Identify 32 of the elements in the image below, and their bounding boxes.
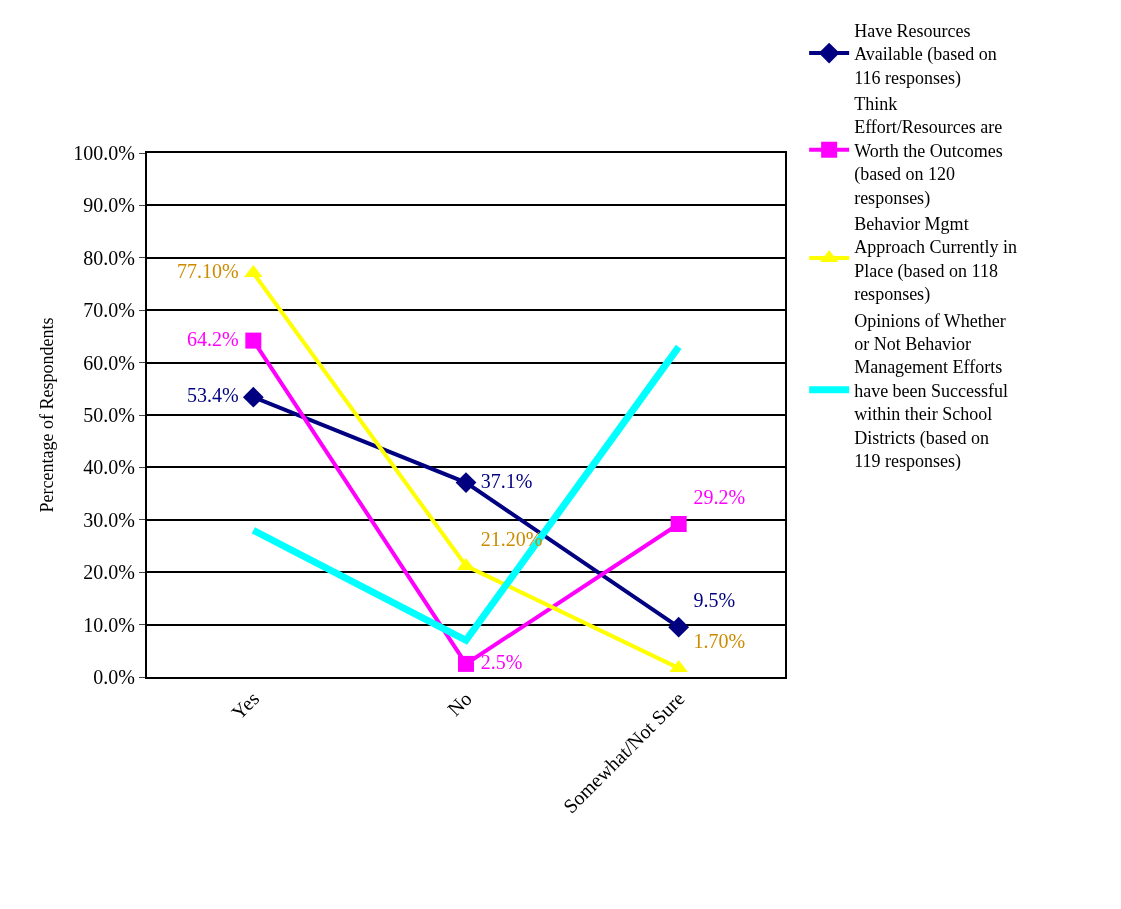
x-tick-label: No xyxy=(443,687,476,721)
point xyxy=(458,655,474,672)
data-label: 64.2% xyxy=(186,327,239,350)
point xyxy=(242,386,264,408)
y-tick-label: 90.0% xyxy=(83,194,135,217)
legend-label: Behavior Mgmt Approach Currently in Place (based on 118 responses) xyxy=(854,213,1018,306)
data-label: 2.5% xyxy=(480,650,523,673)
y-tick-label: 100.0% xyxy=(73,142,135,164)
legend-label: Opinions of Whether or Not Behavior Management Efforts have been Successful within their School Districts (based on 119 responses) xyxy=(854,310,1009,472)
point xyxy=(455,472,477,493)
data-label: 1.70% xyxy=(693,630,746,653)
data-label: 53.4% xyxy=(186,384,239,407)
data-label: 9.5% xyxy=(693,589,736,612)
y-tick-label: 10.0% xyxy=(83,613,135,636)
point xyxy=(670,515,687,532)
y-tick-label: 50.0% xyxy=(83,404,135,426)
point xyxy=(668,616,690,638)
y-tick-label: 40.0% xyxy=(83,456,135,479)
legend-label: Think Effort/Resources are Worth the Outcomes (based on 120 responses) xyxy=(854,93,1003,209)
y-tick-label: 0.0% xyxy=(93,666,135,688)
data-label: 29.2% xyxy=(693,486,746,509)
y-tick-label: 70.0% xyxy=(83,299,135,322)
data-label: 37.1% xyxy=(480,469,533,492)
y-tick-label: 30.0% xyxy=(83,508,135,531)
point xyxy=(245,332,262,349)
y-tick-label: 60.0% xyxy=(83,351,135,374)
y-tick-label: 80.0% xyxy=(83,246,135,269)
y-tick-label: 20.0% xyxy=(83,561,135,584)
legend-label: Have Resources Available (based on 116 responses) xyxy=(854,20,997,89)
x-tick-label: Yes xyxy=(227,687,264,724)
data-label: 77.10% xyxy=(176,260,239,282)
y-axis-title: Percentage of Respondents xyxy=(37,317,58,513)
